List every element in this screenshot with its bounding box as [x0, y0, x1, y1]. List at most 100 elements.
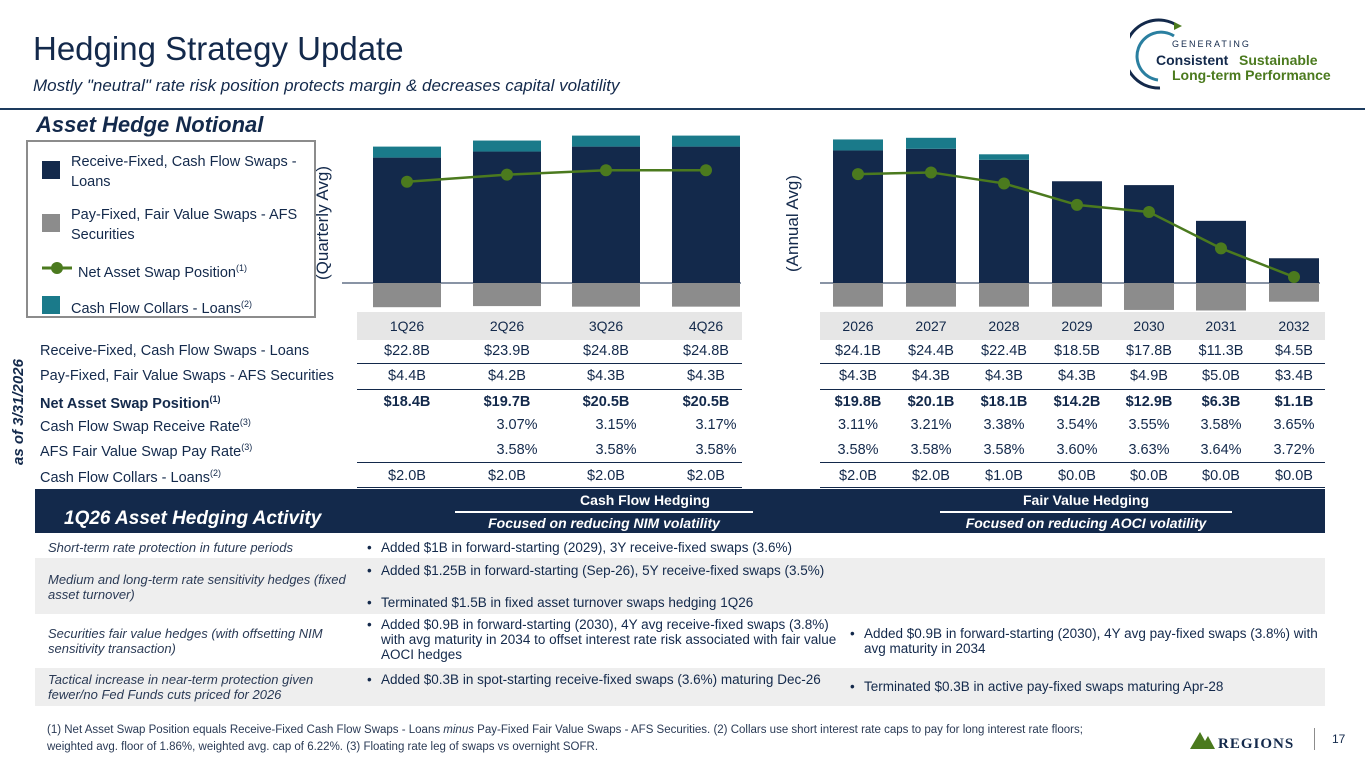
annual-net-point [1215, 242, 1227, 255]
hedge-charts [342, 135, 1320, 311]
year-header: 2026 [842, 318, 874, 334]
table-row-label: Net Asset Swap Position(1) [40, 394, 220, 412]
year-header: 2028 [988, 318, 1020, 334]
table-cell: 3.60% [1056, 442, 1098, 458]
table-cell: $20.1B [907, 394, 955, 410]
table-cell: $5.0B [1202, 368, 1240, 384]
brand-line2b: Sustainable [1239, 52, 1318, 68]
annual-bar-collars [979, 154, 1029, 160]
table-cell: $4.3B [1058, 368, 1096, 384]
brand-line3: Long-term Performance [1172, 67, 1331, 83]
table-cell: $11.3B [1198, 343, 1244, 359]
regions-pyramid-icon [1190, 732, 1215, 749]
table-cell: 3.58% [910, 442, 952, 458]
table-cell: $2.0B [587, 468, 625, 484]
table-cell: $19.7B [483, 394, 531, 410]
table-row-label: AFS Fair Value Swap Pay Rate(3) [40, 442, 252, 460]
regions-wordmark: REGIONS [1218, 736, 1294, 752]
table-cell: $24.8B [683, 343, 729, 359]
quarterly-bar-collars [473, 140, 541, 152]
table-cell: $24.4B [908, 343, 954, 359]
as-of-label-box: as of 3/31/2026 [10, 340, 34, 485]
table-cell: 3.58% [837, 442, 879, 458]
table-cell: $4.3B [912, 368, 950, 384]
table-cell: $1.0B [985, 468, 1023, 484]
annual-net-point [1071, 198, 1083, 211]
quarterly-bar-collars [672, 135, 740, 147]
activity-cf-bullet: Added $1.25B in forward-starting (Sep-26… [367, 563, 841, 578]
annual-bar-collars [833, 139, 883, 151]
table-cell: 3.54% [1056, 417, 1098, 433]
activity-cf-bullet: Added $0.9B in forward-starting (2030), … [367, 617, 851, 662]
activity-row-3: Securities fair value hedges (with offse… [35, 614, 1325, 668]
table-cell: $1.1B [1274, 394, 1314, 410]
table-cell: 3.58% [595, 442, 637, 458]
table-cell: $4.9B [1130, 368, 1168, 384]
activity-row-2: Medium and long-term rate sensitivity he… [35, 558, 1325, 614]
table-cell: $20.5B [582, 394, 630, 410]
table-cell: 3.07% [496, 417, 538, 433]
quarterly-rf-rule [357, 363, 742, 364]
annual-bar-collars [906, 137, 956, 149]
brand-line2a: Consistent [1156, 52, 1229, 68]
legend-swatch-collars [42, 296, 60, 314]
activity-row-1: Short-term rate protection in future per… [35, 535, 1325, 558]
footnote: (1) Net Asset Swap Position equals Recei… [47, 722, 1097, 756]
activity-title: 1Q26 Asset Hedging Activity [64, 508, 322, 529]
activity-row-label: Securities fair value hedges (with offse… [48, 626, 323, 656]
chart-legend: Receive-Fixed, Cash Flow Swaps - Loans P… [26, 140, 316, 318]
legend-item-receive-fixed: Receive-Fixed, Cash Flow Swaps - Loans [42, 152, 302, 192]
table-cell: $18.5B [1054, 343, 1100, 359]
quarterly-pf-rule [357, 389, 742, 390]
row-label-sup: (2) [210, 468, 222, 478]
table-cell: 3.58% [1200, 417, 1242, 433]
annual-net-point [1288, 270, 1300, 283]
table-row-label: Pay-Fixed, Fair Value Swaps - AFS Securi… [40, 368, 334, 384]
table-cell: $4.5B [1275, 343, 1313, 359]
table-cell: $2.0B [912, 468, 950, 484]
table-cell: $6.3B [1201, 394, 1241, 410]
annual-bar-pay-fixed [833, 283, 883, 307]
quarterly-bar-pay-fixed [672, 283, 740, 307]
quarterly-bar-pay-fixed [572, 283, 640, 307]
quarterly-bar-pay-fixed [473, 283, 541, 307]
activity-fv-bullet: Added $0.9B in forward-starting (2030), … [850, 626, 1334, 656]
annual-afs-rule [820, 462, 1325, 463]
row-label-text: Net Asset Swap Position [40, 395, 210, 412]
legend-sup-collars: (2) [241, 299, 253, 309]
legend-item-net-position: Net Asset Swap Position(1) [42, 258, 247, 283]
table-cell: $2.0B [388, 468, 426, 484]
activity-row-4: Tactical increase in near-term protectio… [35, 668, 1325, 706]
legend-swatch-pay-fixed [42, 214, 60, 232]
table-cell: $18.1B [980, 394, 1028, 410]
legend-sup-net-position: (1) [235, 263, 247, 273]
legend-label-net-position: Net Asset Swap Position [78, 264, 236, 281]
year-header: 2031 [1205, 318, 1237, 334]
brand-arc-icon [1130, 18, 1179, 90]
table-cell: 3.38% [983, 417, 1025, 433]
quarterly-bar-collars [572, 135, 640, 147]
activity-row-label: Medium and long-term rate sensitivity he… [48, 572, 346, 602]
table-cell: 3.15% [595, 417, 637, 433]
table-cell: $23.9B [484, 343, 530, 359]
brand-line1: GENERATING [1172, 39, 1251, 49]
annual-header-band [820, 312, 1325, 340]
quarterly-afs-rule [357, 462, 742, 463]
table-cell: $22.4B [981, 343, 1027, 359]
cf-heading-rule [455, 511, 753, 513]
brand-arrow-icon [1174, 22, 1182, 30]
annual-net-point [1143, 206, 1155, 219]
annual-pf-rule [820, 389, 1325, 390]
annual-bar-pay-fixed [1269, 283, 1319, 302]
quarterly-net-point [501, 168, 513, 181]
legend-item-collars: Cash Flow Collars - Loans(2) [42, 294, 252, 319]
table-cell: 3.11% [837, 417, 879, 433]
table-row-label: Receive-Fixed, Cash Flow Swaps - Loans [40, 343, 309, 359]
table-cell: $4.2B [488, 368, 526, 384]
row-label-text: Cash Flow Collars - Loans [40, 469, 211, 486]
table-cell: $4.3B [587, 368, 625, 384]
activity-fv-bullet: Terminated $0.3B in active pay-fixed swa… [850, 679, 1324, 694]
legend-label-collars: Cash Flow Collars - Loans [71, 300, 242, 317]
annual-bar-pay-fixed [1196, 283, 1246, 311]
row-label-text: Receive-Fixed, Cash Flow Swaps - Loans [40, 343, 310, 359]
